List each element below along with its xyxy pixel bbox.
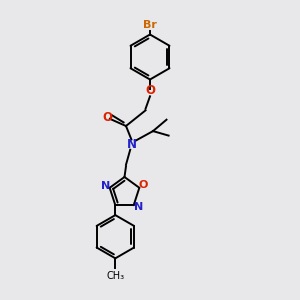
Text: O: O [139,180,148,190]
Text: Br: Br [143,20,157,30]
Text: CH₃: CH₃ [106,271,124,281]
Text: N: N [134,202,143,212]
Text: O: O [102,111,112,124]
Text: N: N [100,181,110,191]
Text: N: N [126,138,136,151]
Text: O: O [145,84,155,98]
